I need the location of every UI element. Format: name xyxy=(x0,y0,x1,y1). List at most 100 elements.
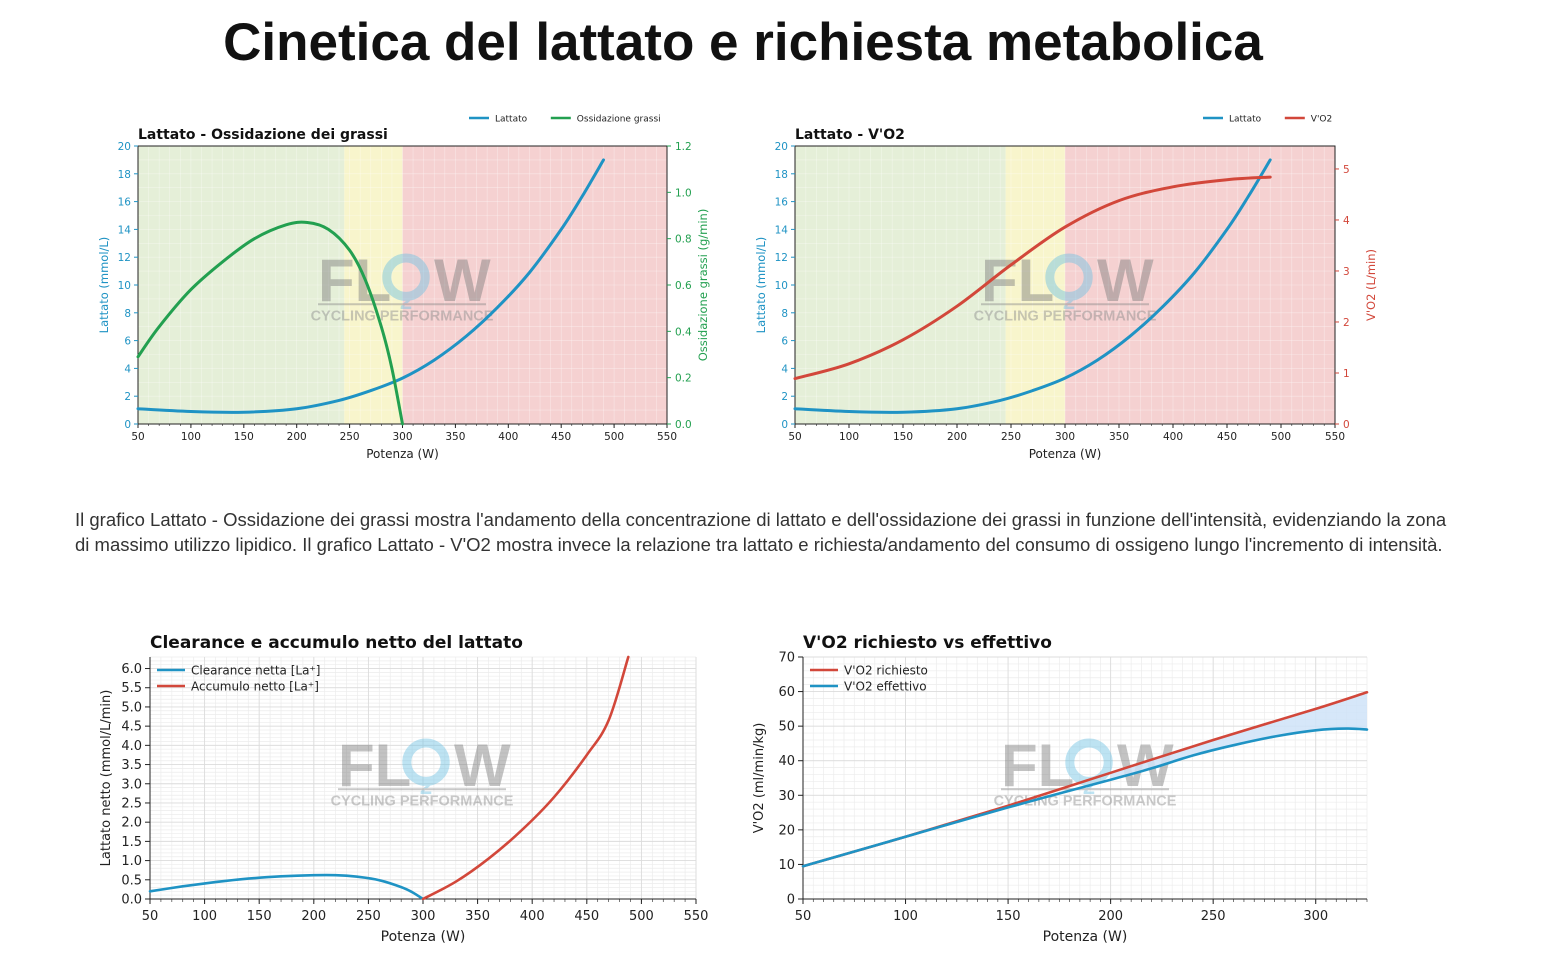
x-tick-label: 350 xyxy=(445,431,465,443)
watermark-tagline: CYCLING PERFORMANCE xyxy=(311,308,494,324)
y-axis-label: Lattato (mmol/L) xyxy=(97,237,111,334)
y2-tick-label: 1 xyxy=(1343,368,1350,380)
x-tick-label: 450 xyxy=(1217,431,1237,443)
series-line-lattato xyxy=(793,158,1272,414)
y-tick-label: 8 xyxy=(124,308,131,320)
y-tick-label: 2 xyxy=(781,391,788,403)
x-tick-label: 550 xyxy=(684,909,709,924)
legend-label: V'O2 richiesto xyxy=(844,664,928,678)
zone-red xyxy=(1065,146,1335,424)
y-tick-label: 1.0 xyxy=(121,854,142,869)
x-tick-label: 100 xyxy=(181,431,201,443)
y2-tick-label: 0.4 xyxy=(675,326,692,338)
series-line-v-o2-effettivo xyxy=(801,727,1369,868)
y-tick-label: 6.0 xyxy=(121,662,142,677)
y-tick-label: 1.5 xyxy=(121,835,142,850)
y2-tick-label: 0.6 xyxy=(675,280,692,292)
watermark-fl: FL xyxy=(338,732,411,799)
y-tick-label: 12 xyxy=(775,252,788,264)
series-line-lattato xyxy=(136,158,605,414)
legend-label: Accumulo netto [La⁺] xyxy=(191,680,319,694)
x-tick-label: 250 xyxy=(1001,431,1021,443)
x-axis-label: Potenza (W) xyxy=(366,447,439,461)
y-tick-label: 2 xyxy=(124,391,131,403)
y-tick-label: 16 xyxy=(775,197,789,209)
y2-tick-label: 2 xyxy=(1343,317,1350,329)
y-tick-label: 20 xyxy=(778,823,795,838)
x-tick-label: 500 xyxy=(604,431,624,443)
legend-label: V'O2 effettivo xyxy=(844,680,927,694)
x-tick-label: 150 xyxy=(234,431,254,443)
x-tick-label: 200 xyxy=(947,431,967,443)
legend-label: Ossidazione grassi xyxy=(577,115,661,125)
x-tick-label: 50 xyxy=(795,909,812,924)
y2-axis-label: Ossidazione grassi (g/min) xyxy=(696,209,710,362)
x-tick-label: 150 xyxy=(247,909,272,924)
x-tick-label: 200 xyxy=(287,431,307,443)
x-tick-label: 500 xyxy=(1271,431,1291,443)
x-tick-label: 400 xyxy=(498,431,518,443)
y2-tick-label: 1.2 xyxy=(675,141,692,153)
x-tick-label: 250 xyxy=(340,431,360,443)
x-tick-label: 350 xyxy=(1109,431,1129,443)
y-tick-label: 10 xyxy=(775,280,788,292)
y2-tick-label: 0.0 xyxy=(675,419,692,431)
y-tick-label: 10 xyxy=(118,280,131,292)
y-tick-label: 16 xyxy=(118,197,132,209)
watermark-2: 2 xyxy=(420,774,432,799)
y2-axis-label: V'O2 (L/min) xyxy=(1364,249,1378,321)
chart-description: Il grafico Lattato - Ossidazione dei gra… xyxy=(75,509,1447,555)
watermark-tagline: CYCLING PERFORMANCE xyxy=(994,793,1177,809)
x-axis-label: Potenza (W) xyxy=(1043,929,1128,945)
y-tick-label: 12 xyxy=(118,252,131,264)
watermark-2: 2 xyxy=(400,289,412,314)
y-tick-label: 0 xyxy=(787,893,795,908)
y-tick-label: 14 xyxy=(775,224,789,236)
y-tick-label: 20 xyxy=(118,141,131,153)
series-line-ossidazione-grassi xyxy=(136,220,404,426)
y-tick-label: 0.0 xyxy=(121,893,142,908)
y2-tick-label: 0 xyxy=(1343,419,1350,431)
watermark-o-ring xyxy=(1045,253,1093,301)
y-tick-label: 0 xyxy=(124,419,131,431)
y-tick-label: 5.0 xyxy=(121,700,142,715)
y-tick-label: 70 xyxy=(778,651,795,666)
x-tick-label: 250 xyxy=(356,909,381,924)
y2-tick-label: 0.8 xyxy=(675,234,692,246)
y-tick-label: 40 xyxy=(778,754,795,769)
zone-yellow xyxy=(1005,146,1065,424)
y2-tick-label: 5 xyxy=(1343,164,1350,176)
x-tick-label: 300 xyxy=(392,431,412,443)
y-tick-label: 4 xyxy=(124,363,131,375)
zone-red xyxy=(402,146,667,424)
watermark-w: W xyxy=(434,247,491,314)
x-tick-label: 550 xyxy=(657,431,677,443)
y-tick-label: 5.5 xyxy=(121,681,142,696)
y-tick-label: 0 xyxy=(781,419,788,431)
y-tick-label: 0.5 xyxy=(121,873,142,888)
y-tick-label: 4 xyxy=(781,363,788,375)
y-tick-label: 50 xyxy=(778,720,795,735)
chart-title: Lattato - Ossidazione dei grassi xyxy=(138,127,388,143)
x-tick-label: 400 xyxy=(1163,431,1183,443)
x-tick-label: 450 xyxy=(551,431,571,443)
watermark-o-ring xyxy=(382,253,430,301)
zone-green xyxy=(795,146,1006,424)
x-tick-label: 50 xyxy=(788,431,801,443)
series-line-accumulo-netto-la- xyxy=(421,655,630,901)
x-axis-label: Potenza (W) xyxy=(381,929,466,945)
watermark-o-ring xyxy=(1065,738,1113,786)
x-tick-label: 550 xyxy=(1325,431,1345,443)
y-tick-label: 4.0 xyxy=(121,739,142,754)
y-tick-label: 18 xyxy=(118,169,131,181)
watermark-tagline: CYCLING PERFORMANCE xyxy=(331,793,514,809)
x-axis-label: Potenza (W) xyxy=(1029,447,1102,461)
y-axis-label: Lattato netto (mmol/L/min) xyxy=(99,690,114,867)
x-tick-label: 250 xyxy=(1201,909,1226,924)
watermark-o-ring xyxy=(402,738,450,786)
x-tick-label: 200 xyxy=(1098,909,1123,924)
y-tick-label: 20 xyxy=(775,141,788,153)
y-tick-label: 10 xyxy=(778,858,795,873)
